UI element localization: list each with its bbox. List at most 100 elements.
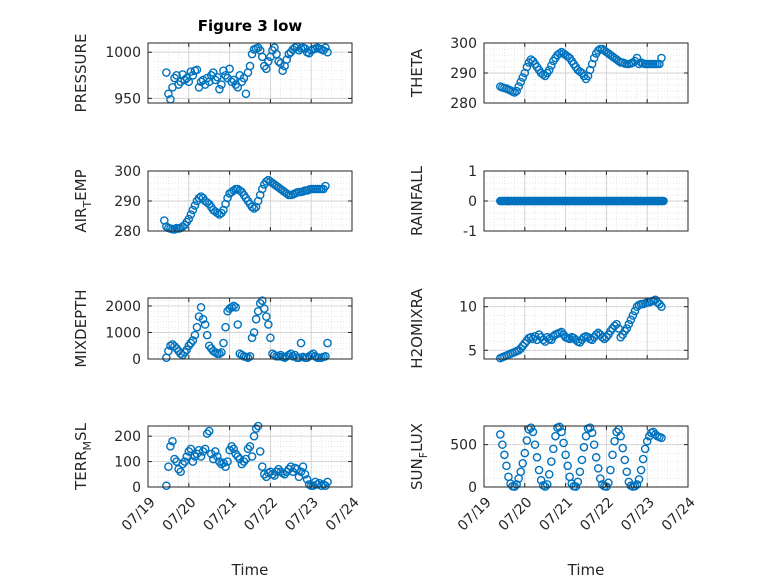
data-point [264, 320, 273, 329]
data-point [188, 336, 198, 345]
data-point [166, 442, 175, 451]
data-point [323, 47, 332, 57]
data-point [213, 452, 222, 461]
data-point [323, 338, 332, 348]
data-point [622, 467, 632, 477]
data-point [321, 181, 330, 191]
y-axis-label: AIRTEMP [72, 169, 94, 232]
y-tick-label: 5 [468, 343, 477, 359]
data-point [204, 426, 214, 436]
data-point [518, 458, 528, 468]
y-tick-label: 300 [450, 36, 477, 52]
data-point [245, 352, 255, 361]
data-point [190, 330, 200, 340]
data-point [266, 333, 275, 343]
data-point [215, 457, 224, 466]
y-tick-label: 500 [450, 438, 477, 454]
axes-box [147, 425, 353, 488]
y-axis-label: SUNFLUX [408, 423, 430, 490]
data-point [176, 349, 185, 358]
data-point [190, 452, 200, 461]
data-point [538, 70, 548, 79]
y-tick-label: 290 [450, 66, 477, 82]
data-point [176, 467, 185, 477]
data-point [616, 431, 625, 441]
y-tick-label: 950 [114, 91, 141, 107]
data-point [245, 61, 255, 71]
data-point [168, 436, 177, 446]
data-point [215, 84, 224, 94]
data-point [257, 52, 267, 62]
y-axis-label: RAINFALL [408, 165, 426, 236]
y-tick-label: 300 [114, 164, 141, 180]
data-point [196, 302, 206, 312]
y-tick-label: 2000 [105, 299, 141, 315]
data-point [182, 452, 192, 461]
x-axis-label: Time [231, 561, 269, 579]
y-tick-label: 0 [468, 480, 477, 496]
data-point [164, 462, 173, 471]
data-point [544, 469, 554, 479]
data-point [544, 65, 554, 75]
chart-title: Figure 3 low [198, 17, 303, 35]
data-point [247, 202, 257, 212]
data-point [632, 480, 642, 489]
data-point [247, 452, 257, 461]
data-point [634, 475, 644, 484]
subplot-6: 5 10 H2OMIXRA [408, 288, 689, 369]
data-point [302, 475, 312, 484]
data-point [500, 450, 509, 460]
data-point [547, 457, 556, 466]
data-point [184, 447, 194, 456]
data-point [262, 312, 271, 321]
data-point [321, 352, 330, 361]
data-point [202, 429, 212, 438]
data-point [180, 75, 190, 85]
data-point [274, 352, 283, 361]
y-tick-label: 0 [132, 352, 141, 368]
y-tick-label: 0 [468, 194, 477, 210]
data-point [622, 324, 632, 333]
data-point [659, 196, 668, 206]
data-point [498, 440, 507, 449]
y-tick-label: 1000 [105, 325, 141, 341]
data-point [593, 46, 603, 55]
data-point [626, 315, 636, 325]
data-point [223, 193, 232, 203]
data-point [532, 453, 542, 462]
subplot-1: 950 1000 PRESSURE Figure 3 low [72, 17, 353, 112]
data-point [186, 210, 196, 219]
data-point [280, 469, 289, 479]
data-point [557, 427, 566, 437]
data-point [241, 89, 251, 99]
data-point [496, 430, 505, 439]
data-point [612, 319, 621, 329]
data-point [321, 43, 330, 52]
axes-box [147, 297, 353, 360]
data-point [551, 431, 560, 441]
data-point [526, 423, 536, 432]
data-point [257, 184, 267, 194]
data-point [229, 75, 238, 85]
data-point [247, 49, 257, 59]
y-tick-label: 280 [114, 224, 141, 240]
data-point [213, 72, 222, 82]
data-point [231, 302, 241, 312]
axes-box [483, 297, 689, 360]
data-point [249, 204, 259, 213]
subplot-2: 280 290 300 THETA [408, 36, 689, 112]
data-point [563, 461, 572, 471]
data-point [170, 225, 179, 234]
data-point [510, 88, 519, 97]
data-point [196, 452, 206, 461]
data-point [245, 442, 255, 451]
data-point [164, 346, 173, 356]
data-point [219, 338, 228, 348]
data-point [249, 328, 259, 337]
data-point [630, 481, 640, 491]
data-point [559, 438, 568, 448]
data-point [180, 457, 190, 466]
data-point [192, 322, 202, 332]
data-point [577, 455, 587, 465]
